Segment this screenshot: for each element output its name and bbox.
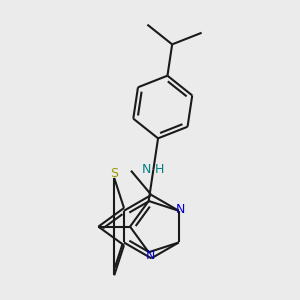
Text: N: N [142,163,152,176]
Text: H: H [155,163,164,176]
Text: N: N [146,249,155,262]
Text: N: N [176,202,185,215]
Text: S: S [110,167,118,180]
